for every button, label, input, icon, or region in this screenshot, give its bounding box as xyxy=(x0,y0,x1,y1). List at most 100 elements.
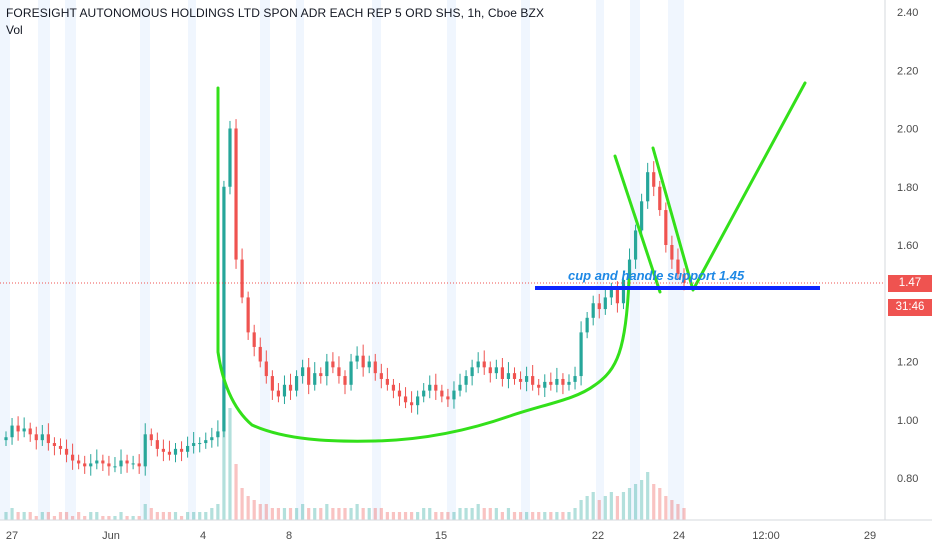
candle-body[interactable] xyxy=(476,361,480,368)
candle-body[interactable] xyxy=(585,317,589,333)
candle-body[interactable] xyxy=(40,434,44,441)
candle-body[interactable] xyxy=(4,437,8,441)
candle-body[interactable] xyxy=(646,172,650,202)
candle-body[interactable] xyxy=(603,297,607,310)
candle-body[interactable] xyxy=(52,443,57,446)
candle-body[interactable] xyxy=(64,448,69,455)
candle-body[interactable] xyxy=(343,376,347,385)
candle-body[interactable] xyxy=(16,425,20,432)
candle-body[interactable] xyxy=(531,376,535,385)
candle-body[interactable] xyxy=(500,367,504,379)
candle-body[interactable] xyxy=(658,186,662,211)
candle-body[interactable] xyxy=(137,463,141,467)
candle-body[interactable] xyxy=(621,279,626,304)
candle-body[interactable] xyxy=(373,361,377,374)
candle-body[interactable] xyxy=(434,384,438,391)
candle-body[interactable] xyxy=(10,425,14,438)
candle-body[interactable] xyxy=(58,445,63,449)
candle-body[interactable] xyxy=(294,376,299,391)
candle-body[interactable] xyxy=(89,463,93,467)
candle-body[interactable] xyxy=(397,390,402,397)
candle-body[interactable] xyxy=(22,428,26,432)
handle-left-line[interactable] xyxy=(613,154,662,294)
candle-body[interactable] xyxy=(440,390,444,397)
candle-body[interactable] xyxy=(567,381,571,385)
candle-body[interactable] xyxy=(325,361,329,377)
candle-body[interactable] xyxy=(664,210,668,245)
candle-body[interactable] xyxy=(83,463,87,467)
candle-body[interactable] xyxy=(167,451,172,455)
candle-body[interactable] xyxy=(95,460,99,464)
candle-body[interactable] xyxy=(561,378,565,385)
candle-body[interactable] xyxy=(391,384,396,391)
candle-body[interactable] xyxy=(385,378,389,385)
candle-body[interactable] xyxy=(428,384,432,391)
candle-body[interactable] xyxy=(518,378,523,382)
candle-body[interactable] xyxy=(70,454,75,461)
candle-body[interactable] xyxy=(331,361,335,368)
candle-body[interactable] xyxy=(470,367,474,377)
candle-body[interactable] xyxy=(627,259,632,280)
candle-body[interactable] xyxy=(409,402,414,406)
candle-body[interactable] xyxy=(355,355,359,362)
cup-pattern-line[interactable] xyxy=(216,86,631,443)
candle-body[interactable] xyxy=(204,440,208,444)
candle-body[interactable] xyxy=(246,297,250,333)
candle-body[interactable] xyxy=(319,373,323,377)
candle-body[interactable] xyxy=(34,434,38,441)
candle-body[interactable] xyxy=(186,445,190,452)
candle-body[interactable] xyxy=(670,245,674,260)
candle-body[interactable] xyxy=(403,396,408,403)
candle-body[interactable] xyxy=(210,437,214,441)
candle-body[interactable] xyxy=(361,355,365,368)
candle-body[interactable] xyxy=(222,186,226,432)
candle-body[interactable] xyxy=(155,440,159,449)
candle-body[interactable] xyxy=(240,259,244,298)
candle-body[interactable] xyxy=(452,390,456,400)
candle-body[interactable] xyxy=(119,460,123,467)
candle-body[interactable] xyxy=(161,448,165,452)
candle-body[interactable] xyxy=(149,434,153,441)
candle-body[interactable] xyxy=(555,378,559,385)
candle-body[interactable] xyxy=(173,448,178,455)
candle-body[interactable] xyxy=(379,373,383,379)
candle-body[interactable] xyxy=(682,274,686,283)
candle-body[interactable] xyxy=(198,443,202,445)
candle-body[interactable] xyxy=(131,463,135,465)
candle-body[interactable] xyxy=(313,373,317,385)
candle-body[interactable] xyxy=(506,373,511,379)
candle-body[interactable] xyxy=(143,434,147,467)
candle-body[interactable] xyxy=(525,376,529,382)
candle-body[interactable] xyxy=(422,390,426,397)
candle-body[interactable] xyxy=(28,428,32,435)
candle-body[interactable] xyxy=(337,367,341,377)
candle-body[interactable] xyxy=(676,259,680,275)
candle-body[interactable] xyxy=(549,381,553,385)
candle-body[interactable] xyxy=(573,376,577,382)
candle-body[interactable] xyxy=(107,463,111,467)
candle-body[interactable] xyxy=(258,346,262,362)
candle-body[interactable] xyxy=(482,361,486,368)
candle-body[interactable] xyxy=(77,460,81,464)
candle-body[interactable] xyxy=(301,367,305,377)
candle-body[interactable] xyxy=(276,390,281,397)
candle-body[interactable] xyxy=(101,460,105,464)
candle-body[interactable] xyxy=(228,128,232,187)
candle-body[interactable] xyxy=(307,367,311,385)
candle-body[interactable] xyxy=(609,288,613,298)
candle-body[interactable] xyxy=(46,434,50,444)
candle-body[interactable] xyxy=(367,361,371,368)
candle-body[interactable] xyxy=(192,443,196,446)
support-annotation[interactable]: cup and handle support 1.45 xyxy=(568,268,745,283)
candle-body[interactable] xyxy=(652,172,656,187)
candle-body[interactable] xyxy=(113,466,117,468)
candle-body[interactable] xyxy=(543,381,547,388)
candle-body[interactable] xyxy=(282,384,287,397)
price-axis[interactable] xyxy=(885,0,932,520)
candle-body[interactable] xyxy=(488,367,492,374)
candle-body[interactable] xyxy=(446,396,450,400)
candle-body[interactable] xyxy=(270,376,274,391)
candle-body[interactable] xyxy=(464,376,468,385)
candle-body[interactable] xyxy=(252,332,256,347)
candle-body[interactable] xyxy=(597,303,601,310)
